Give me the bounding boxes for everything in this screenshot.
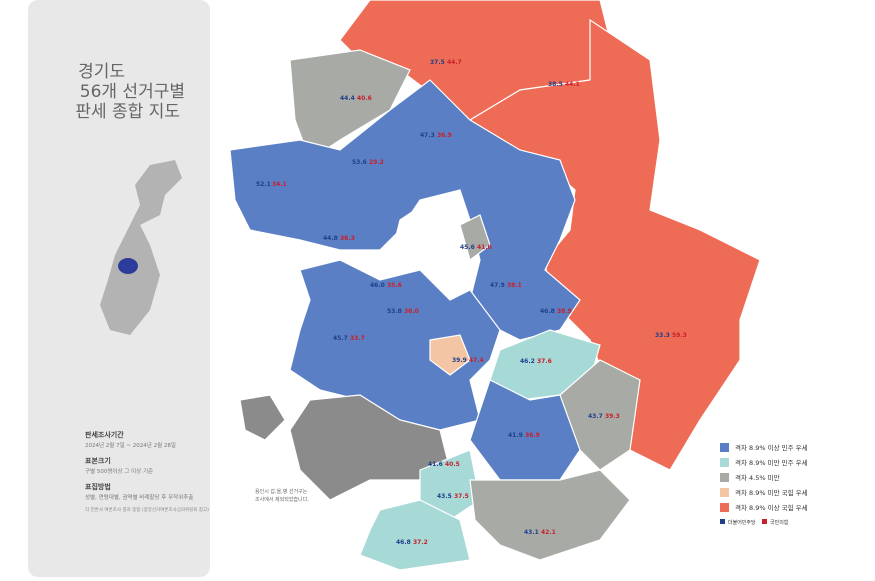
ppp-share: 37.5 [454,493,469,500]
region [459,214,491,262]
ppp-share: 38.9 [557,308,572,315]
dem-share: 38.5 [548,81,563,88]
ppp-share: 39.3 [605,413,620,420]
legend-swatch [720,503,729,512]
dem-share: 47.3 [420,132,435,139]
legend: 격차 8.9% 이상 민주 우세 격차 8.9% 미만 민주 우세 격차 4.5… [720,443,808,526]
ppp-share: 40.5 [445,461,460,468]
legend-label: 격차 8.9% 미만 민주 우세 [735,458,808,467]
info-text: 2024년 2월 7일 ~ 2024년 2월 28일 [85,441,176,449]
dem-share: 43.1 [524,529,539,536]
dem-share: 46.8 [396,539,411,546]
island [239,394,286,441]
region [229,79,581,341]
dem-share: 44.4 [340,95,355,102]
legend-label: 격차 8.9% 이상 민주 우세 [735,443,808,452]
ppp-share: 29.2 [369,159,384,166]
party-swatch [720,519,725,524]
dem-share: 43.7 [588,413,603,420]
dem-share: 45.7 [333,335,348,342]
region [289,49,411,161]
party-label: 더불어민주당 [728,519,756,526]
seoul [389,199,471,271]
korea-silhouette [100,160,182,335]
dem-share: 39.9 [452,357,467,364]
map [229,0,761,571]
title-line: 판세 종합 지도 [75,102,180,122]
district-labels: 44.4 40.6 37.5 44.7 38.5 44.1 47.3 36.9 52.1… [256,59,687,546]
dem-share: 46.2 [520,358,535,365]
note: 용인시 갑,을,병 선거구는 [255,488,308,495]
ppp-share: 41.0 [477,244,492,251]
dem-share: 43.5 [437,493,452,500]
ppp-share: 35.6 [387,282,402,289]
dem-share: 53.8 [387,308,402,315]
dem-share: 37.5 [430,59,445,66]
title-line: 56개 선거구별 [80,82,185,102]
dem-share: 46.8 [540,308,555,315]
info-heading: 표본크기 [85,456,111,465]
party-swatch [762,519,767,524]
region [469,379,581,481]
ppp-share: 37.2 [413,539,428,546]
info-heading: 판세조사기간 [85,430,124,439]
legend-swatch [720,488,729,497]
ppp-share: 36.3 [340,235,355,242]
ppp-share: 47.4 [469,357,484,364]
ppp-share: 34.1 [272,181,287,188]
dem-share: 46.0 [370,282,385,289]
ppp-share: 38.1 [507,282,522,289]
dem-share: 41.9 [508,432,523,439]
dem-share: 45.6 [460,244,475,251]
note: 조사에서 제외되었습니다. [255,496,309,503]
legend-swatch [720,443,729,452]
dem-share: 33.3 [655,332,670,339]
dem-share: 41.6 [428,461,443,468]
ppp-share: 33.7 [350,335,365,342]
legend-label: 격차 8.9% 이상 국힘 우세 [735,503,808,512]
info-text: 구별 500명이상 그 이상 기준 [85,467,153,475]
dem-share: 52.1 [256,181,271,188]
dem-share: 44.8 [323,235,338,242]
info-heading: 표집방법 [85,482,111,491]
gyeonggi-highlight [118,258,138,274]
region [359,499,471,571]
ppp-share: 42.1 [541,529,556,536]
region [289,259,501,431]
ppp-share: 36.0 [404,308,419,315]
info-text: 성별, 연령대별, 권역별 비례할당 후 무작위추출 [85,493,193,501]
legend-swatch [720,458,729,467]
ppp-share: 44.7 [447,59,462,66]
dem-share: 53.6 [352,159,367,166]
ppp-share: 44.1 [565,81,580,88]
source: 각 언론사 여론조사 결과 종합 (중앙선거여론조사심의위원회 참고) [85,506,209,513]
ppp-share: 37.6 [537,358,552,365]
dem-share: 47.9 [490,282,505,289]
ppp-share: 36.9 [525,432,540,439]
title-line: 경기도 [78,62,125,82]
ppp-share: 40.6 [357,95,372,102]
ppp-share: 59.3 [672,332,687,339]
legend-label: 격차 8.9% 미만 국힘 우세 [735,488,808,497]
region [469,469,631,561]
legend-swatch [720,473,729,482]
legend-label: 격차 4.5% 미만 [735,473,780,482]
party-label: 국민의힘 [770,519,788,526]
ppp-share: 36.9 [437,132,452,139]
region [429,334,471,376]
